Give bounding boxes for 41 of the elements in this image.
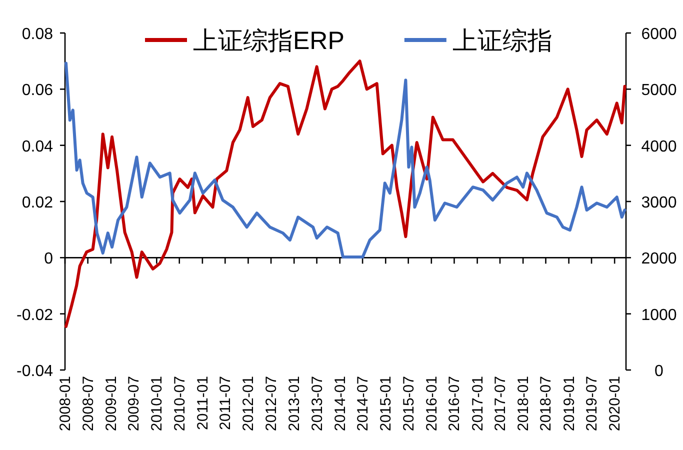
x-tick-label: 2018-07 <box>538 376 555 432</box>
y2-tick-label: 6000 <box>641 26 677 43</box>
y-tick-label: 0.08 <box>22 26 54 43</box>
x-tick-label: 2020-01 <box>606 376 624 432</box>
x-tick-label: 2017-07 <box>492 376 509 432</box>
x-tick-label: 2016-07 <box>446 376 464 432</box>
x-tick-label: 2009-07 <box>126 376 143 432</box>
x-tick-label: 2017-01 <box>469 376 486 432</box>
x-tick-label: 2019-01 <box>560 376 578 432</box>
y-tick-label: -0.04 <box>16 363 54 380</box>
x-tick-label: 2010-07 <box>171 376 188 432</box>
x-tick-label: 2012-07 <box>263 376 280 432</box>
x-tick-label: 2008-01 <box>57 376 74 432</box>
x-tick-label: 2014-01 <box>332 376 349 432</box>
y-tick-label: 0.06 <box>22 82 54 100</box>
x-tick-label: 2014-07 <box>354 376 372 432</box>
legend-label: 上证综指ERP <box>193 27 344 55</box>
x-tick-label: 2009-01 <box>102 376 120 432</box>
y-tick-label: 0.02 <box>22 194 54 212</box>
y-tick-label: 0.04 <box>22 138 54 156</box>
y-tick-label: 0 <box>44 250 54 268</box>
x-tick-label: 2013-07 <box>308 376 326 432</box>
x-tick-label: 2010-01 <box>148 376 166 432</box>
y2-tick-label: 0 <box>654 363 664 380</box>
x-tick-label: 2015-07 <box>400 376 418 432</box>
x-tick-label: 2012-01 <box>240 376 258 432</box>
x-tick-label: 2011-01 <box>194 376 212 430</box>
y2-tick-label: 1000 <box>641 306 677 324</box>
legend-label: 上证综指 <box>452 27 552 55</box>
x-tick-label: 2008-07 <box>80 376 97 432</box>
x-tick-label: 2015-01 <box>378 376 395 432</box>
y-tick-label: -0.02 <box>16 306 54 324</box>
x-tick-label: 2018-01 <box>515 376 532 432</box>
y2-tick-label: 5000 <box>641 82 677 100</box>
y2-tick-label: 2000 <box>641 250 677 268</box>
x-tick-label: 2013-01 <box>286 376 304 432</box>
y2-tick-label: 3000 <box>641 194 677 212</box>
x-tick-label: 2016-01 <box>423 376 440 432</box>
x-tick-label: 2019-07 <box>584 376 601 432</box>
y2-tick-label: 4000 <box>641 138 677 156</box>
x-tick-label: 2011-07 <box>217 376 234 430</box>
